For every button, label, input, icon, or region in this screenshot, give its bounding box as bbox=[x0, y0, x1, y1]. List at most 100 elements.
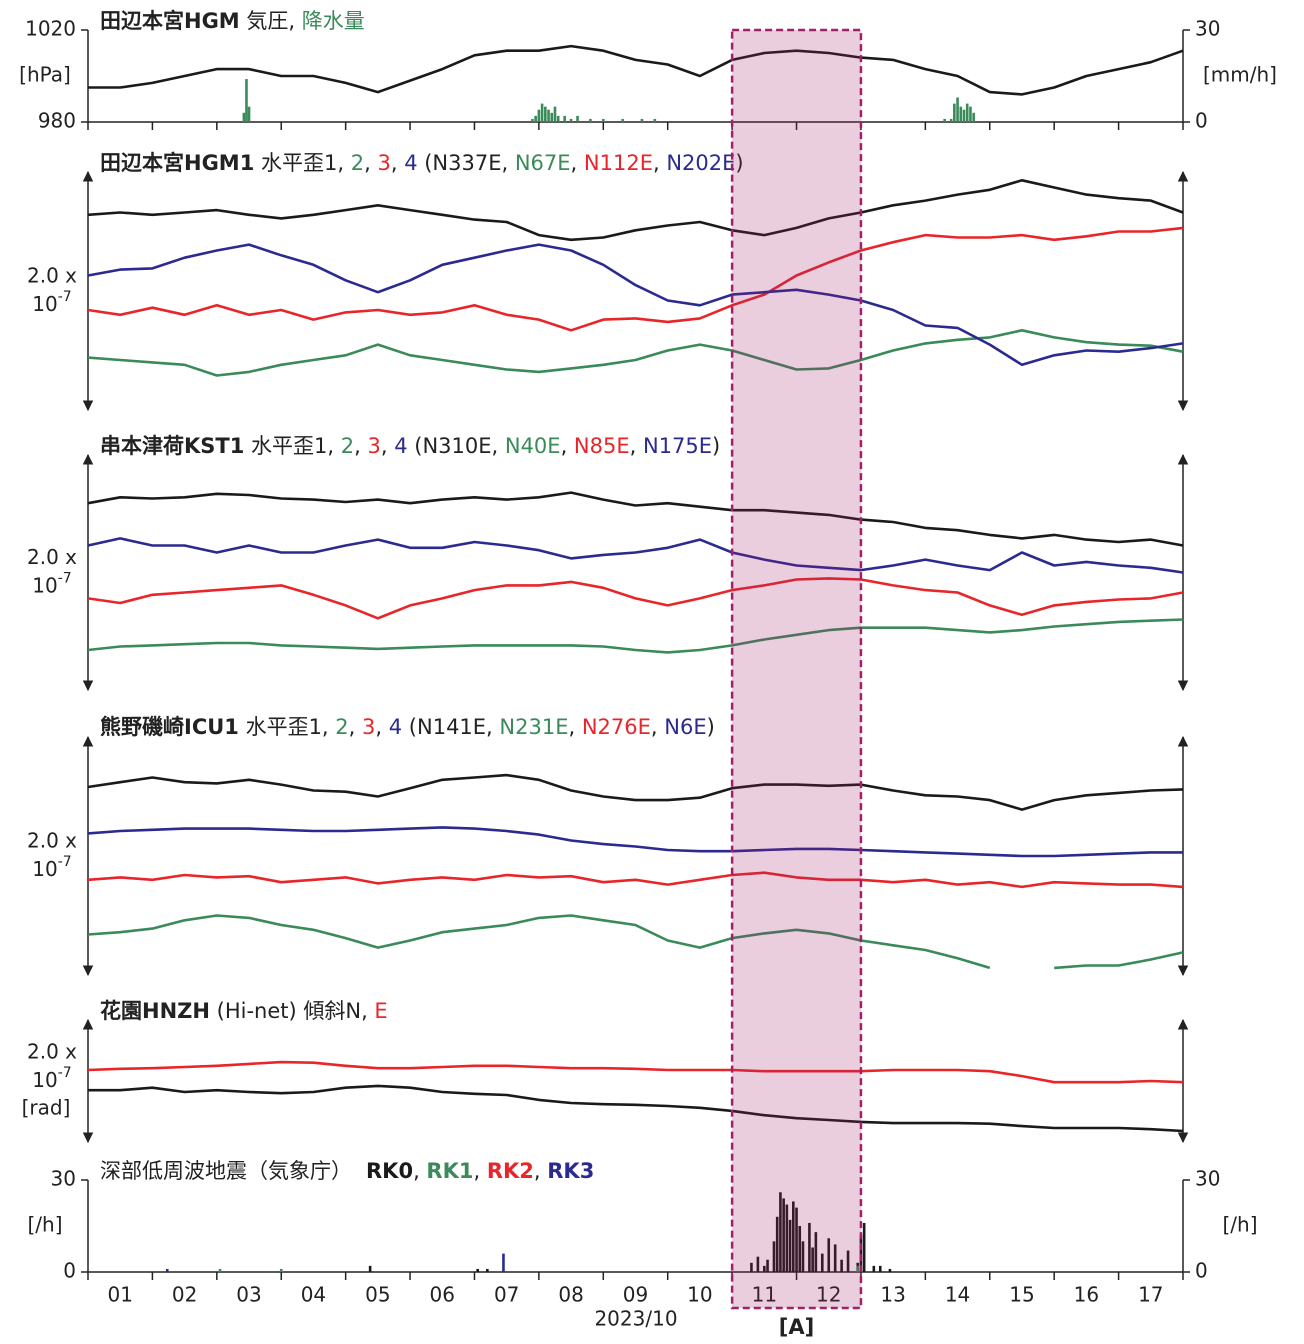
bar bbox=[601, 118, 605, 122]
bar bbox=[956, 97, 959, 122]
bar bbox=[785, 1204, 789, 1272]
title-part: 深部低周波地震（気象庁） bbox=[100, 1159, 352, 1183]
title-part: 田辺本宮HGM bbox=[100, 9, 240, 33]
title-part: , bbox=[630, 434, 643, 458]
bar bbox=[846, 1250, 850, 1272]
title-part: 2 bbox=[335, 715, 348, 739]
y2-tick-label: 0 bbox=[1195, 1259, 1208, 1283]
title-part: 水平歪1, bbox=[244, 434, 340, 458]
legend-separator: , bbox=[413, 1159, 426, 1183]
y2-tick-label: 0 bbox=[1195, 109, 1208, 133]
title-part: 4 bbox=[404, 151, 417, 175]
bar bbox=[245, 79, 248, 122]
title-part: N202E bbox=[666, 151, 735, 175]
bar bbox=[640, 118, 644, 122]
bar bbox=[534, 115, 537, 122]
bar bbox=[531, 118, 534, 122]
bar bbox=[247, 106, 251, 122]
x-tick-label: 03 bbox=[236, 1283, 261, 1307]
title-part: , bbox=[561, 434, 574, 458]
title-part: N175E bbox=[643, 434, 712, 458]
title-part: ) bbox=[712, 434, 720, 458]
scale-label: 10-7 bbox=[32, 571, 71, 598]
bar bbox=[779, 1192, 782, 1272]
x-tick-label: 05 bbox=[365, 1283, 390, 1307]
legend-entry: RK2 bbox=[487, 1159, 534, 1183]
scale-label: 10-7 bbox=[32, 1065, 71, 1092]
title-part: N231E bbox=[499, 715, 568, 739]
panel-title: 花園HNZH (Hi-net) 傾斜N, E bbox=[100, 999, 388, 1023]
bar bbox=[859, 1235, 863, 1272]
bar bbox=[862, 1222, 866, 1272]
title-part: 3 bbox=[377, 151, 390, 175]
bar bbox=[550, 112, 554, 122]
x-axis-label: 2023/10 bbox=[594, 1307, 677, 1331]
title-part: N67E bbox=[515, 151, 571, 175]
highlight-label: [A] bbox=[779, 1315, 814, 1339]
data-line bbox=[87, 914, 1184, 970]
x-tick-label: 02 bbox=[172, 1283, 197, 1307]
bar bbox=[772, 1241, 776, 1272]
title-part: 4 bbox=[394, 434, 407, 458]
title-part: (Hi-net) 傾斜N, bbox=[210, 999, 374, 1023]
data-line bbox=[87, 226, 1184, 332]
title-part: , bbox=[381, 434, 394, 458]
bar bbox=[953, 103, 956, 122]
data-line bbox=[87, 1060, 1184, 1084]
bar bbox=[165, 1268, 169, 1272]
title-part: 水平歪1, bbox=[239, 715, 335, 739]
title-part: , bbox=[391, 151, 404, 175]
bar bbox=[814, 1232, 818, 1272]
y-axis-label: [hPa] bbox=[19, 63, 71, 87]
legend-entry: RK1 bbox=[426, 1159, 473, 1183]
data-line bbox=[87, 491, 1184, 547]
bar bbox=[827, 1238, 831, 1272]
bar bbox=[556, 115, 560, 122]
bar bbox=[537, 109, 541, 122]
title-part: 気圧, bbox=[240, 9, 302, 33]
y-axis-label: [/h] bbox=[27, 1213, 62, 1237]
bar bbox=[763, 1265, 766, 1272]
y2-tick-label: 30 bbox=[1195, 1167, 1220, 1191]
bar bbox=[486, 1268, 489, 1272]
title-part: 4 bbox=[389, 715, 402, 739]
bar bbox=[218, 1268, 222, 1272]
bar bbox=[872, 1265, 876, 1272]
data-line bbox=[87, 773, 1184, 811]
bar bbox=[795, 1207, 798, 1272]
title-part: , bbox=[568, 715, 581, 739]
bar bbox=[878, 1265, 882, 1272]
scale-label: 10-7 bbox=[32, 289, 71, 316]
bar bbox=[888, 1268, 892, 1272]
scale-label: 2.0 x bbox=[27, 829, 77, 853]
bar bbox=[788, 1219, 792, 1272]
title-part: 3 bbox=[367, 434, 380, 458]
title-part: 水平歪1, bbox=[254, 151, 350, 175]
x-tick-label: 06 bbox=[430, 1283, 455, 1307]
x-tick-label: 10 bbox=[687, 1283, 712, 1307]
bar bbox=[368, 1265, 372, 1272]
data-line bbox=[87, 179, 1184, 242]
bar bbox=[756, 1256, 760, 1272]
legend-separator: , bbox=[473, 1159, 486, 1183]
title-part: N112E bbox=[584, 151, 653, 175]
highlight-region bbox=[730, 28, 863, 1310]
title-part: 3 bbox=[362, 715, 375, 739]
bar bbox=[972, 112, 975, 122]
bar bbox=[569, 118, 573, 122]
scale-label: 10-7 bbox=[32, 854, 71, 881]
scale-base: 10 bbox=[32, 292, 57, 316]
bar bbox=[962, 109, 966, 122]
bar bbox=[476, 1268, 479, 1272]
scale-exponent: -7 bbox=[58, 1065, 72, 1081]
x-tick-label: 17 bbox=[1138, 1283, 1163, 1307]
panel-title: 串本津荷KST1 水平歪1, 2, 3, 4 (N310E, N40E, N85… bbox=[100, 434, 720, 458]
scale-unit: [rad] bbox=[22, 1096, 71, 1120]
bar bbox=[576, 115, 579, 122]
x-tick-label: 09 bbox=[623, 1283, 648, 1307]
bar bbox=[969, 106, 972, 122]
title-part: 花園HNZH bbox=[100, 999, 210, 1023]
bar bbox=[801, 1241, 805, 1272]
title-part: , bbox=[571, 151, 584, 175]
